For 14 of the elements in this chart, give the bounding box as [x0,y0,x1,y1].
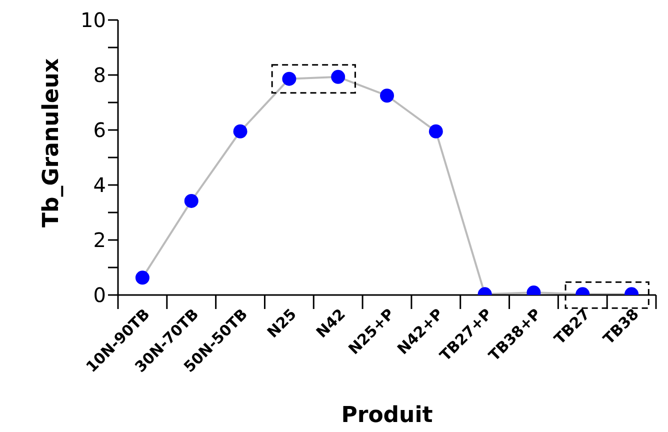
point [428,124,443,138]
point [331,70,346,84]
y-axis-title: Tb_Granuleux [38,58,64,228]
y-tick-label: 0 [93,283,106,308]
y-tick-label: 8 [93,63,106,88]
point [233,124,248,138]
point [380,88,394,103]
y-tick-label: 2 [93,228,106,252]
y-tick-label: 6 [93,118,106,142]
point [282,72,296,86]
y-tick-label: 10 [80,8,106,32]
y-tick-label: 4 [93,173,106,198]
x-axis-title: Produit [341,403,434,428]
point [184,194,198,208]
